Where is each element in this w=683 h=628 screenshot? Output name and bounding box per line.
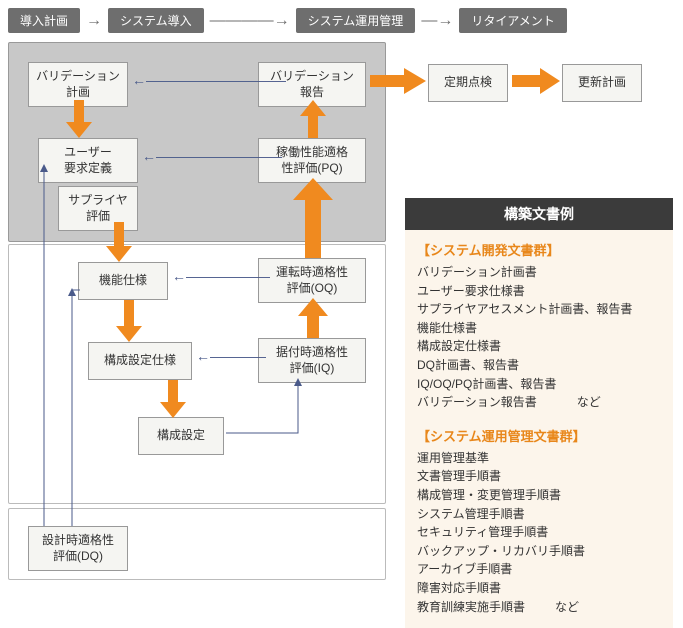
orange-arrow-icon <box>298 298 328 338</box>
side-header: 構築文書例 <box>405 198 673 230</box>
orange-arrow-icon <box>300 100 326 138</box>
list-item: アーカイブ手順書 <box>417 560 661 579</box>
node-func-spec: 機能仕様 <box>78 262 168 300</box>
node-update-plan: 更新計画 <box>562 64 642 102</box>
orange-arrow-icon <box>106 222 132 262</box>
list-item: ユーザー要求仕様書 <box>417 282 661 301</box>
list-item: 教育訓練実施手順書など <box>417 598 661 617</box>
blue-arrow-icon <box>66 286 86 529</box>
list-item: システム管理手順書 <box>417 505 661 524</box>
list-item: バリデーション報告書など <box>417 393 661 412</box>
side-group1-title: 【システム開発文書群】 <box>417 240 661 259</box>
side-panel: 構築文書例 【システム開発文書群】 バリデーション計画書 ユーザー要求仕様書 サ… <box>405 198 673 628</box>
orange-arrow-icon <box>370 66 426 96</box>
blue-arrow-icon: ←—————————— <box>132 72 286 88</box>
phase-retirement: リタイアメント <box>459 8 566 33</box>
side-group2-title: 【システム運用管理文書群】 <box>417 426 661 445</box>
blue-arrow-icon <box>226 378 306 441</box>
blue-arrow-icon: ←———— <box>196 348 266 364</box>
node-oq: 運転時適格性評価(OQ) <box>258 258 366 303</box>
list-item: セキュリティ管理手順書 <box>417 523 661 542</box>
side-body: 【システム開発文書群】 バリデーション計画書 ユーザー要求仕様書 サプライヤアセ… <box>405 230 673 628</box>
node-dq: 設計時適格性評価(DQ) <box>28 526 128 571</box>
list-item: バックアップ・リカバリ手順書 <box>417 542 661 561</box>
node-cfg-spec: 構成設定仕様 <box>88 342 192 380</box>
blue-arrow-icon <box>38 162 50 529</box>
list-item: 構成設定仕様書 <box>417 337 661 356</box>
phase-system-intro: システム導入 <box>108 8 204 33</box>
blue-arrow-icon: ←—————— <box>172 268 270 284</box>
node-user-req: ユーザー要求定義 <box>38 138 138 183</box>
phase-intro-plan: 導入計画 <box>8 8 80 33</box>
orange-arrow-icon <box>512 66 560 96</box>
node-cfg: 構成設定 <box>138 417 224 455</box>
orange-arrow-icon <box>160 380 186 418</box>
list-item: DQ計画書、報告書 <box>417 356 661 375</box>
phase-arrow-icon: → <box>86 12 102 30</box>
node-iq: 据付時適格性評価(IQ) <box>258 338 366 383</box>
list-item: IQ/OQ/PQ計画書、報告書 <box>417 375 661 394</box>
list-item: 障害対応手順書 <box>417 579 661 598</box>
phase-arrow-icon: ————→ <box>210 12 290 30</box>
list-item: 文書管理手順書 <box>417 467 661 486</box>
node-periodic-check: 定期点検 <box>428 64 508 102</box>
side-group2-list: 運用管理基準 文書管理手順書 構成管理・変更管理手順書 システム管理手順書 セキ… <box>417 449 661 616</box>
list-item: 構成管理・変更管理手順書 <box>417 486 661 505</box>
list-item: 機能仕様書 <box>417 319 661 338</box>
side-group1-list: バリデーション計画書 ユーザー要求仕様書 サプライヤアセスメント計画書、報告書 … <box>417 263 661 412</box>
list-item: バリデーション計画書 <box>417 263 661 282</box>
blue-arrow-icon: ←————————— <box>142 148 282 164</box>
list-item: 運用管理基準 <box>417 449 661 468</box>
phase-bar: 導入計画 → システム導入 ————→ システム運用管理 —→ リタイアメント <box>8 8 567 33</box>
orange-arrow-icon <box>293 178 333 258</box>
orange-arrow-icon <box>66 100 92 138</box>
list-item: サプライヤアセスメント計画書、報告書 <box>417 300 661 319</box>
phase-ops-mgmt: システム運用管理 <box>296 8 416 33</box>
phase-arrow-icon: —→ <box>421 12 453 30</box>
orange-arrow-icon <box>116 300 142 342</box>
